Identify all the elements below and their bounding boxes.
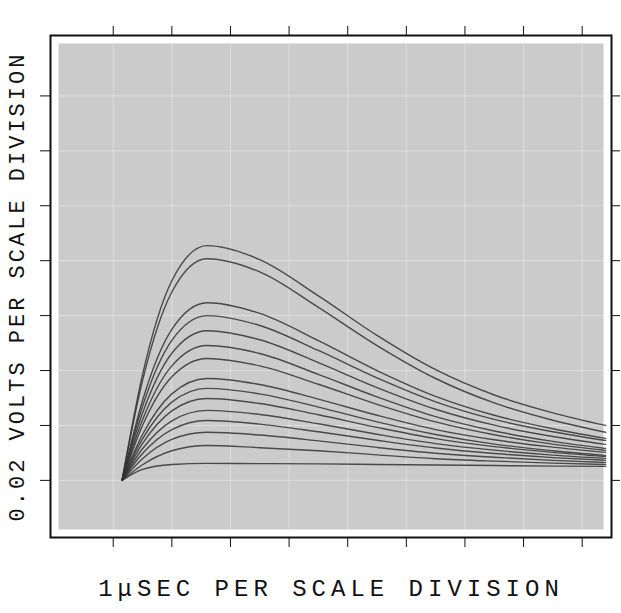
svg-text:0.02 VOLTS PER SCALE DIVISION: 0.02 VOLTS PER SCALE DIVISION <box>6 52 31 522</box>
svg-text:1μSEC PER SCALE DIVISION: 1μSEC PER SCALE DIVISION <box>98 576 564 603</box>
